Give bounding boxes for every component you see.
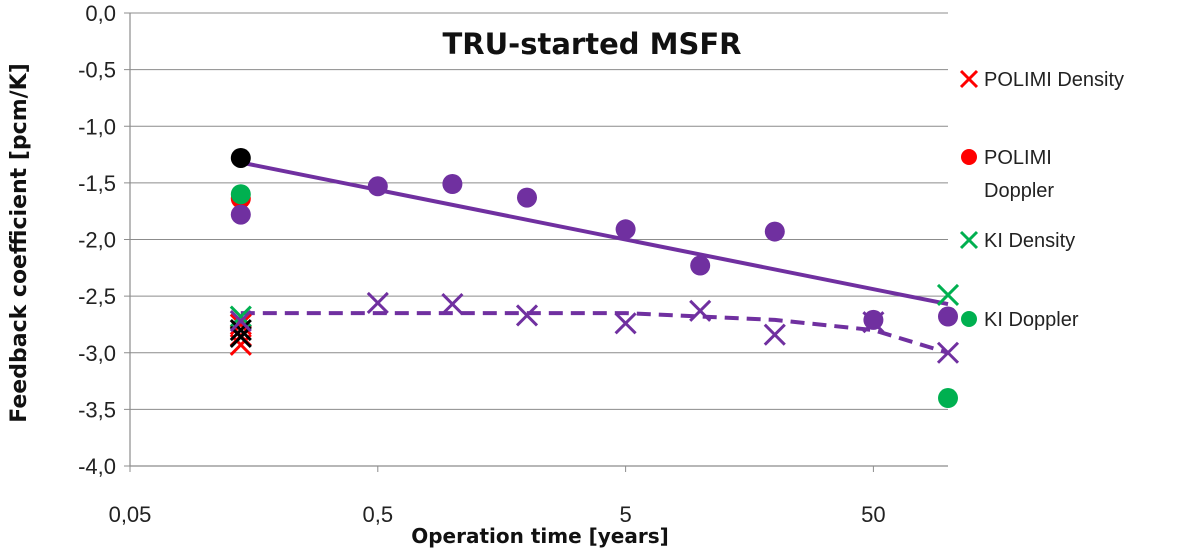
y-tick-label: -3,5	[78, 397, 116, 422]
x-marker-stroke	[936, 283, 960, 307]
series-point	[936, 341, 960, 364]
axes	[124, 12, 948, 472]
trend-lines	[240, 160, 949, 355]
legend-label: KI Doppler	[984, 309, 1079, 331]
y-tick-label: -4,0	[78, 454, 116, 479]
series-point	[516, 187, 537, 208]
series-point	[862, 311, 885, 334]
x-marker-stroke	[366, 291, 389, 314]
ki-doppler-point	[230, 184, 251, 205]
ki-doppler-point	[938, 388, 958, 409]
y-tick-label: -0,5	[78, 58, 116, 83]
legend-item: POLIMI Doppler	[961, 147, 1054, 202]
x-axis-title: Operation time [years]	[411, 524, 669, 548]
x-marker-stroke	[229, 319, 252, 342]
y-tick-label: -2,5	[78, 284, 116, 309]
legend-item: POLIMI Density	[959, 69, 1124, 91]
series-point	[615, 219, 636, 240]
series-point	[863, 309, 884, 330]
y-axis-title: Feedback coefficient [pcm/K]	[7, 63, 32, 423]
y-tick-labels: 0,0 -0,5 -1,0 -1,5 -2,0 -2,5 -3,0 -3,5 -4,0	[78, 1, 116, 479]
legend-marker	[959, 230, 979, 250]
series-point	[229, 309, 252, 333]
series-point	[366, 291, 389, 314]
x-marker-stroke	[689, 299, 712, 322]
legend-marker	[961, 311, 977, 327]
legend: POLIMI Density POLIMI Doppler KI Density KI …	[959, 69, 1124, 331]
x-marker-stroke	[959, 69, 979, 89]
ki-density-point	[936, 283, 960, 307]
gridlines	[130, 12, 948, 467]
legend-item: KI Doppler	[961, 309, 1079, 331]
y-tick-label: -1,0	[78, 114, 116, 139]
x-tick-label: 5	[619, 502, 631, 527]
y-tick-label: -1,5	[78, 171, 116, 196]
chart-title: TRU-started MSFR	[443, 27, 742, 61]
series-point	[764, 221, 785, 242]
legend-label: POLIMI Density	[984, 69, 1124, 91]
x-marker-stroke	[515, 304, 539, 327]
x-tick-label: 0,05	[109, 502, 152, 527]
x-marker-stroke	[229, 325, 252, 348]
series-point	[441, 292, 464, 316]
series-point	[442, 174, 463, 195]
x-marker-stroke	[959, 230, 979, 250]
series-point	[614, 312, 637, 335]
y-tick-label: 0,0	[85, 1, 116, 26]
series-point	[690, 255, 711, 276]
series-point	[229, 319, 252, 342]
doppler-trend-line	[240, 160, 949, 307]
series-point	[763, 323, 786, 346]
series-point	[367, 176, 388, 197]
x-tick-labels: 0,05 0,5 5 50	[109, 502, 886, 527]
y-tick-label: -3,0	[78, 341, 116, 366]
x-marker-stroke	[862, 311, 885, 334]
legend-marker	[961, 149, 977, 165]
series-point	[515, 304, 539, 327]
x-tick-label: 50	[861, 502, 885, 527]
x-marker-stroke	[936, 341, 960, 364]
density-trend-line	[240, 311, 949, 355]
y-tick-label: -2,0	[78, 228, 116, 253]
legend-label: KI Density	[984, 230, 1075, 252]
series-point	[230, 147, 251, 168]
legend-label: Doppler	[984, 180, 1054, 202]
x-tick-label: 0,5	[363, 502, 394, 527]
x-marker-stroke	[614, 312, 637, 335]
x-marker-stroke	[763, 323, 786, 346]
legend-marker	[959, 69, 979, 89]
series-point	[938, 306, 958, 327]
series-point	[689, 299, 712, 322]
x-marker-stroke	[229, 309, 252, 333]
series-point	[230, 204, 251, 225]
x-marker-stroke	[441, 292, 464, 316]
legend-label: POLIMI	[984, 147, 1052, 169]
data-points	[229, 147, 960, 409]
legend-item: KI Density	[959, 230, 1075, 252]
series-point	[229, 325, 252, 348]
